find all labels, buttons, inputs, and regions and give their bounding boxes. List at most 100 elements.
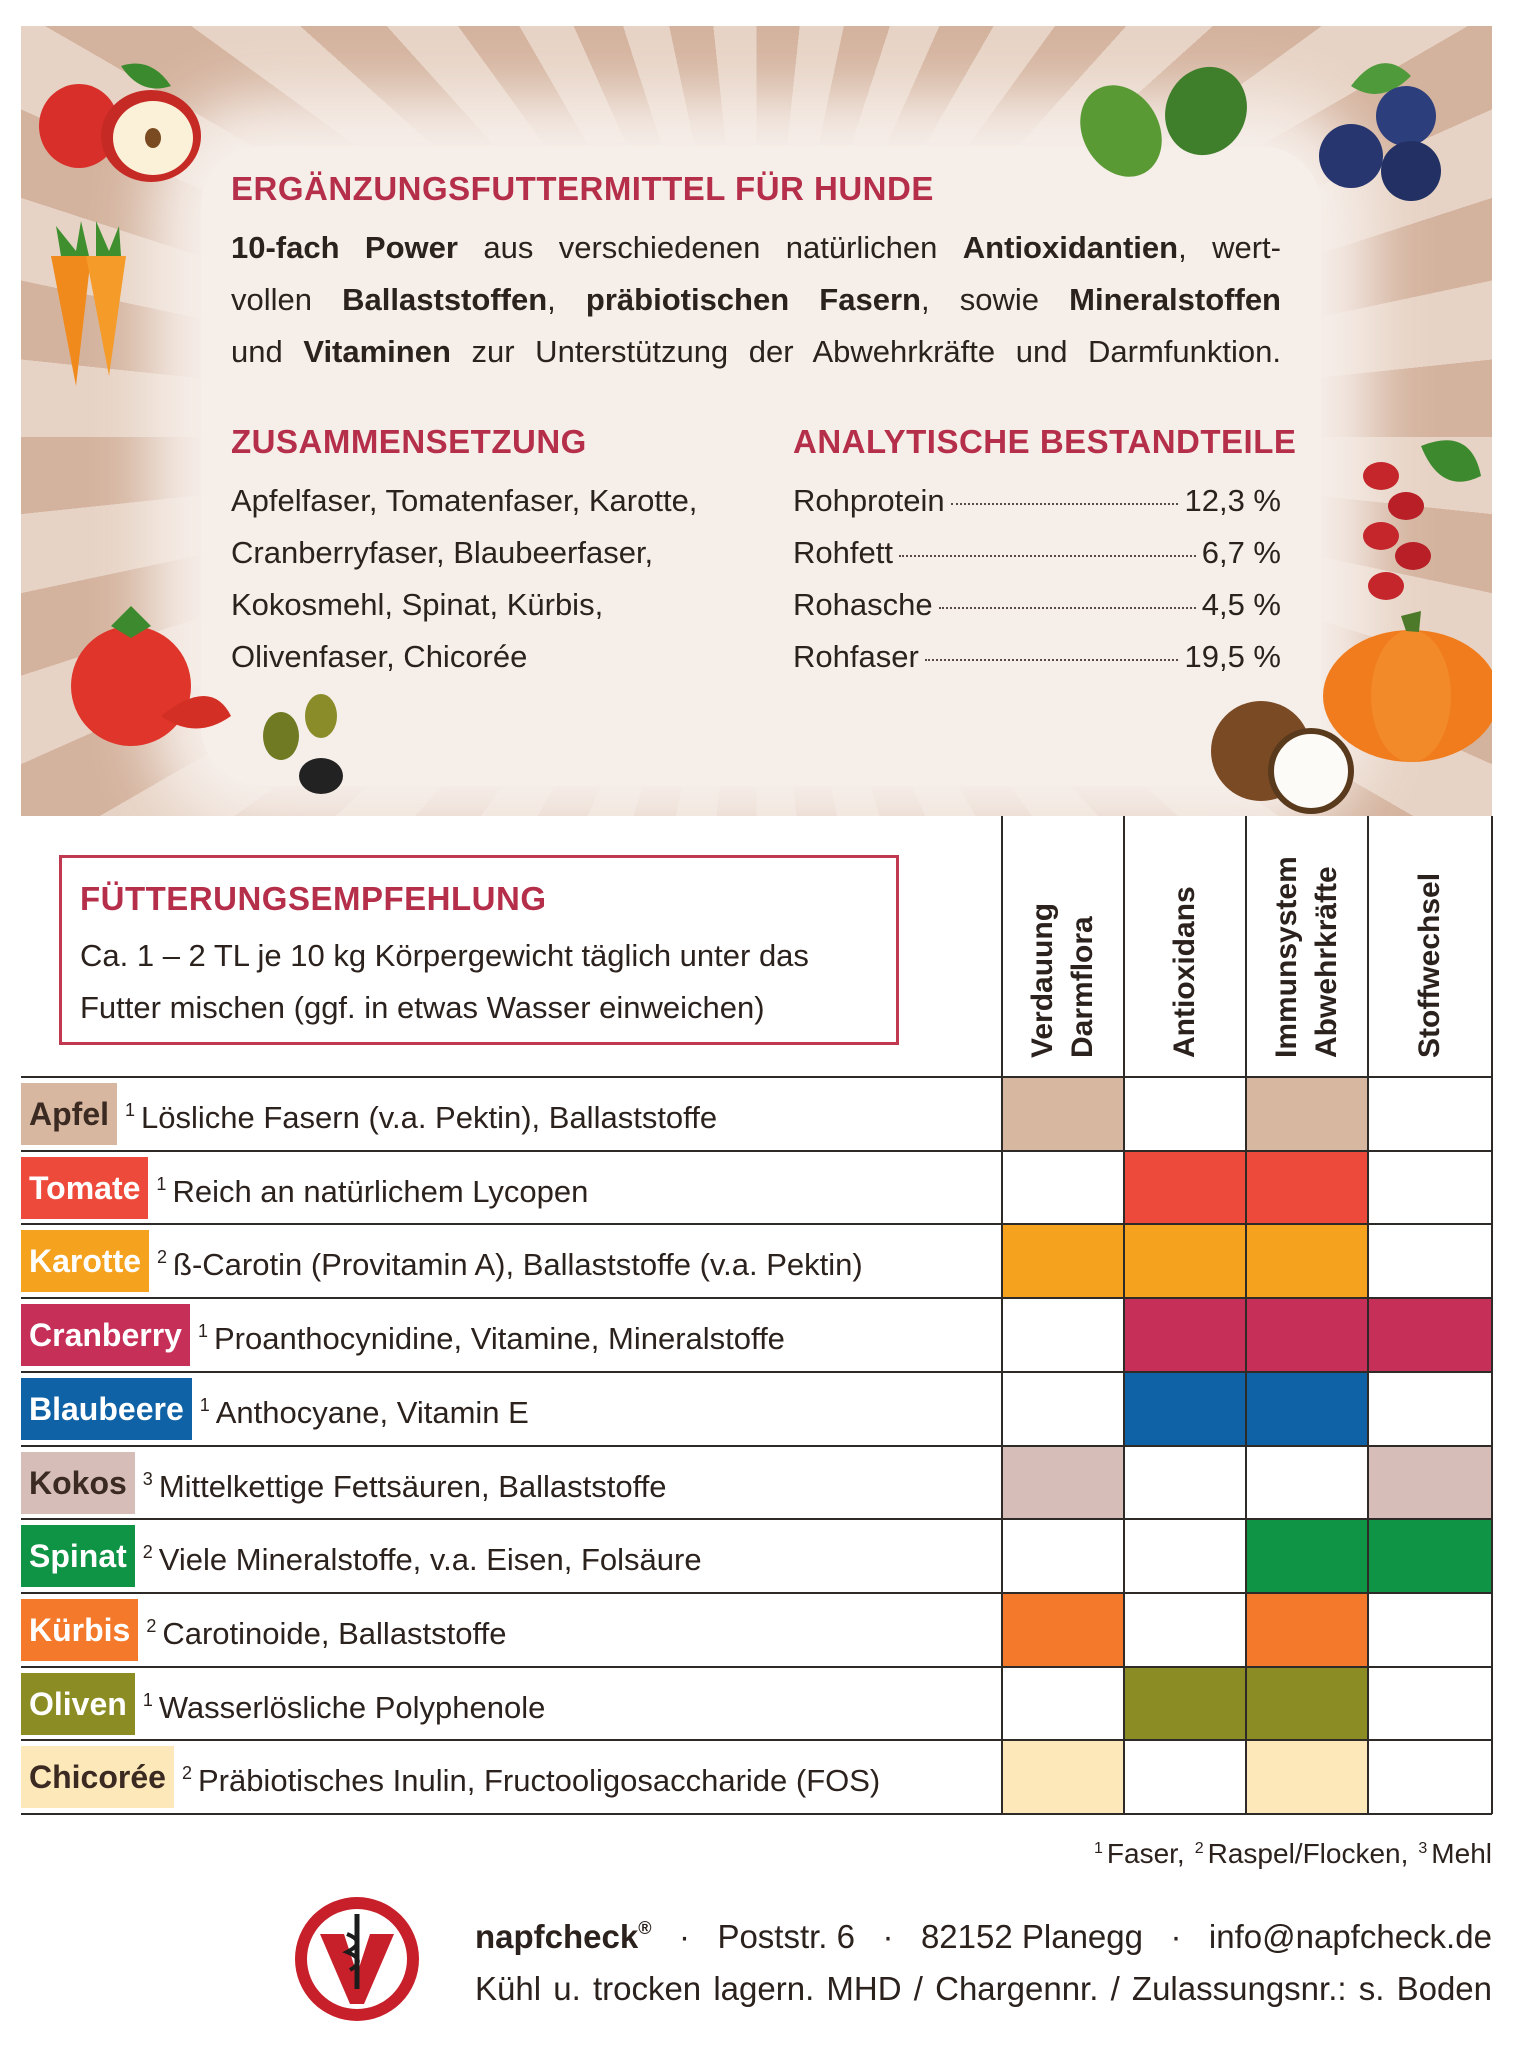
intro-segment: Mineralstoffen bbox=[1069, 282, 1281, 317]
ingredient-benefit: Carotinoide, Ballaststoffe bbox=[162, 1615, 507, 1651]
column-header-line: Abwehrkräfte bbox=[1310, 866, 1343, 1058]
benefit-cell bbox=[1246, 1224, 1368, 1299]
grid-line bbox=[21, 1444, 1492, 1447]
contact-item: 82152 Planegg bbox=[920, 1918, 1143, 1955]
grid-line bbox=[21, 1813, 1492, 1815]
intro-segment: vollen bbox=[231, 282, 343, 317]
ingredient-benefit: Viele Mineralstoffe, v.a. Eisen, Folsäur… bbox=[158, 1542, 702, 1578]
leader-dots bbox=[898, 555, 1196, 557]
footnote-mark: 1 bbox=[142, 1689, 153, 1710]
benefit-cell bbox=[1246, 1371, 1368, 1446]
analysis-title: ANALYTISCHE BESTANDTEILE bbox=[793, 423, 1297, 460]
feeding-title: FÜTTERUNGSEMPFEHLUNG bbox=[80, 880, 547, 917]
grid-line bbox=[21, 1370, 1492, 1373]
footnotes: 1 Faser, 2 Raspel/Flocken, 3 Mehl bbox=[1084, 1838, 1492, 1870]
ingredient-label: Oliven bbox=[21, 1672, 135, 1735]
olive-illustration bbox=[263, 694, 343, 794]
intro-segment: Antioxidantien bbox=[962, 230, 1179, 265]
analysis-value: 4,5 % bbox=[1201, 587, 1281, 622]
footnote-mark: 1 bbox=[1094, 1840, 1103, 1857]
carrot-illustration bbox=[51, 221, 126, 386]
ingredient-text: 2 ß-Carotin (Provitamin A), Ballaststoffe… bbox=[157, 1226, 863, 1296]
intro-line: 10-fach Power aus verschiedenen natürlic… bbox=[231, 222, 1281, 274]
ingredient-label: Chicorée bbox=[21, 1746, 174, 1809]
benefit-cell bbox=[1246, 1666, 1368, 1741]
footnote-mark: 1 bbox=[125, 1100, 136, 1120]
ingredient-benefit: Proanthocynidine, Vitamine, Mineralstoff… bbox=[213, 1321, 785, 1357]
footnote-text: Mehl bbox=[1431, 1838, 1492, 1869]
ingredient-text: 1 Wasserlösliche Polyphenole bbox=[143, 1669, 546, 1739]
ingredient-label: Karotte bbox=[21, 1230, 150, 1293]
benefit-cell bbox=[1002, 1445, 1124, 1520]
table-row-content: Chicorée 2 Präbiotisches Inulin, Fructooli… bbox=[21, 1746, 880, 1809]
composition-line: Cranberryfaser, Blaubeerfaser, bbox=[231, 535, 654, 570]
intro-line: und Vitaminen zur Unterstützung der Abwe… bbox=[231, 326, 1281, 378]
tomato-illustration bbox=[71, 606, 231, 746]
benefit-cell bbox=[1002, 1224, 1124, 1299]
column-header: Stoffwechsel bbox=[1410, 830, 1450, 1058]
column-header-line: Immunsystem bbox=[1270, 856, 1303, 1058]
footnote-text: Faser, bbox=[1106, 1838, 1185, 1869]
feeding-line: Ca. 1 – 2 TL je 10 kg Körpergewicht tägl… bbox=[80, 938, 809, 973]
column-header-line: Antioxidans bbox=[1168, 886, 1201, 1058]
footnote-mark: 2 bbox=[1194, 1840, 1204, 1857]
cranberry-illustration bbox=[1363, 440, 1481, 600]
feeding-text: Ca. 1 – 2 TL je 10 kg Körpergewicht tägl… bbox=[80, 930, 809, 1034]
benefit-cell bbox=[1246, 1077, 1368, 1151]
brand-name: napfcheck bbox=[475, 1918, 639, 1955]
table-row-content: Kokos 3 Mittelkettige Fettsäuren, Ballasts… bbox=[21, 1451, 667, 1514]
registered-mark: ® bbox=[638, 1918, 652, 1938]
grid-line bbox=[21, 1665, 1492, 1668]
grid-line bbox=[21, 1518, 1492, 1521]
contact-item: Poststr. 6 bbox=[717, 1918, 855, 1955]
analysis-value: 12,3 % bbox=[1184, 483, 1281, 518]
grid-line bbox=[21, 1297, 1492, 1300]
composition-line: Apfelfaser, Tomatenfaser, Karotte, bbox=[231, 483, 698, 518]
table-row-content: Apfel 1 Lösliche Fasern (v.a. Pektin), Bal… bbox=[21, 1083, 717, 1145]
footnote-mark: 2 bbox=[181, 1763, 192, 1784]
footnote-mark: 3 bbox=[142, 1468, 153, 1489]
intro-segment: und bbox=[231, 334, 304, 369]
ingredient-label: Spinat bbox=[21, 1525, 135, 1588]
benefit-cell bbox=[1002, 1740, 1124, 1814]
ingredient-label: Cranberry bbox=[21, 1304, 190, 1367]
ingredient-label: Blaubeere bbox=[21, 1377, 192, 1440]
footnote-mark: 1 bbox=[156, 1173, 167, 1194]
benefit-cell bbox=[1246, 1740, 1368, 1814]
blueberry-illustration bbox=[1319, 63, 1441, 201]
ingredient-benefit: Reich an natürlichem Lycopen bbox=[172, 1173, 589, 1209]
table-row-content: Kürbis 2 Carotinoide, Ballaststoffe bbox=[21, 1598, 506, 1661]
column-header-line: Stoffwechsel bbox=[1413, 872, 1446, 1058]
ingredient-text: 1 Reich an natürlichem Lycopen bbox=[156, 1153, 588, 1223]
intro-segment: , bbox=[547, 282, 586, 317]
footnote-mark: 2 bbox=[146, 1615, 157, 1636]
analysis-row: Rohasche 4,5 % bbox=[793, 579, 1281, 631]
separator: · bbox=[882, 1918, 894, 1955]
benefit-cell bbox=[1246, 1150, 1368, 1225]
column-header: Verdauung Darmflora bbox=[1023, 830, 1103, 1058]
composition-line: Kokosmehl, Spinat, Kürbis, bbox=[231, 587, 604, 622]
ingredient-text: 2 Carotinoide, Ballaststoffe bbox=[146, 1595, 506, 1665]
intro-segment: Vitaminen bbox=[303, 334, 451, 369]
ingredient-text: 1 Lösliche Fasern (v.a. Pektin), Ballasts… bbox=[125, 1079, 717, 1149]
benefit-cell bbox=[1368, 1519, 1492, 1593]
benefit-cell bbox=[1246, 1519, 1368, 1593]
table-row-content: Spinat 2 Viele Mineralstoffe, v.a. Eisen, … bbox=[21, 1525, 702, 1588]
intro-segment: zur Unterstützung der Abwehrkräfte und D… bbox=[450, 334, 1281, 369]
grid-line bbox=[1001, 816, 1003, 1814]
table-row-content: Tomate 1 Reich an natürlichem Lycopen bbox=[21, 1156, 588, 1219]
table-row-content: Blaubeere 1 Anthocyane, Vitamin E bbox=[21, 1377, 529, 1440]
footnote-mark: 2 bbox=[142, 1542, 153, 1563]
benefit-cell bbox=[1002, 1077, 1124, 1151]
intro-segment: aus verschiedenen natürlichen bbox=[457, 230, 963, 265]
composition-line: Olivenfaser, Chicorée bbox=[231, 639, 528, 674]
benefit-cell bbox=[1124, 1371, 1246, 1446]
ingredient-label: Kokos bbox=[21, 1451, 135, 1514]
analysis-name: Rohfaser bbox=[793, 639, 919, 674]
intro-segment: Ballaststoffen bbox=[342, 282, 548, 317]
ingredient-benefit: Wasserlösliche Polyphenole bbox=[158, 1689, 546, 1725]
grid-line bbox=[21, 1739, 1492, 1742]
header-panel bbox=[21, 26, 1492, 816]
